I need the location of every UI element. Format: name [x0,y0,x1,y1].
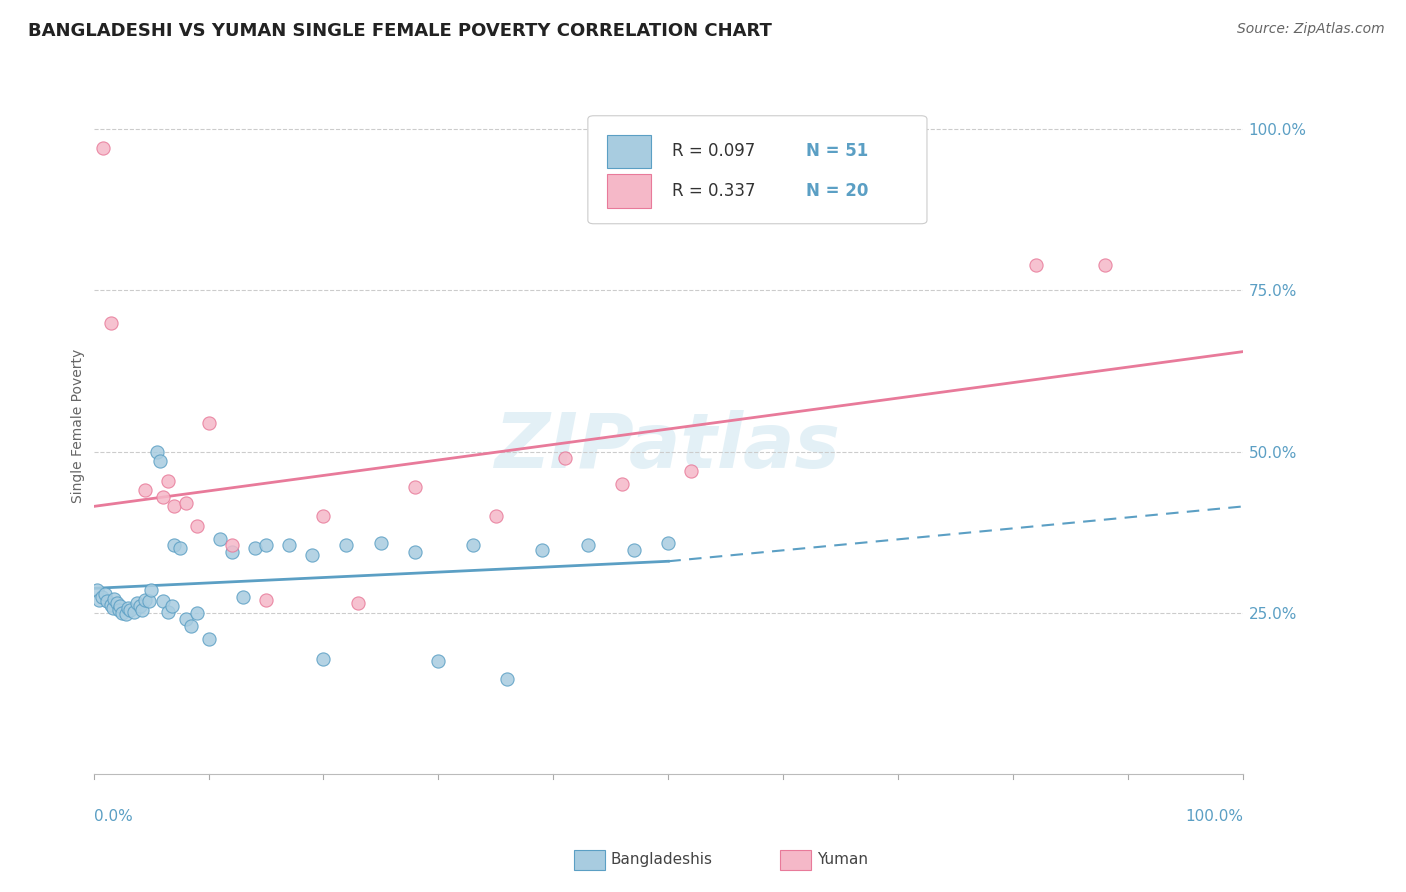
Point [86,583,108,598]
Point [180,619,202,633]
Point [134,593,156,607]
Point [208,532,231,546]
Point [131,602,153,616]
Text: Yuman: Yuman [817,853,868,867]
Point [427,654,450,668]
Point [90,590,112,604]
Point [1094,258,1116,272]
Point [149,454,172,468]
Text: N = 20: N = 20 [806,182,869,200]
Point [554,451,576,466]
Point [128,599,150,614]
Text: ZIPatlas: ZIPatlas [495,409,841,483]
Text: 0.0%: 0.0% [94,809,132,824]
Text: N = 51: N = 51 [806,143,869,161]
Point [94,586,117,600]
Point [105,596,128,610]
Point [312,652,335,666]
Point [139,583,162,598]
Point [461,538,484,552]
Point [197,416,219,430]
Point [100,598,122,612]
Point [612,476,634,491]
Text: 100.0%: 100.0% [1185,809,1243,824]
Point [347,596,370,610]
Point [111,606,134,620]
Point [138,594,160,608]
Point [114,607,136,622]
Point [174,612,197,626]
Y-axis label: Single Female Poverty: Single Female Poverty [72,349,86,503]
Point [96,594,118,608]
Text: Source: ZipAtlas.com: Source: ZipAtlas.com [1237,22,1385,37]
Point [146,444,169,458]
Point [122,605,145,619]
Point [103,591,125,606]
Point [127,596,149,610]
Point [657,536,679,550]
FancyBboxPatch shape [588,116,927,224]
Point [243,541,266,556]
Point [254,538,277,552]
Point [157,605,180,619]
Point [186,518,208,533]
Point [370,536,392,550]
Point [335,538,357,552]
Point [496,672,519,686]
Point [576,538,599,552]
Point [152,594,174,608]
Point [197,632,219,646]
Point [91,141,114,155]
Text: Bangladeshis: Bangladeshis [610,853,713,867]
Point [404,544,426,558]
Point [108,599,131,614]
Point [120,602,142,616]
Point [101,600,124,615]
Point [312,509,335,524]
Point [623,542,645,557]
Point [1025,258,1047,272]
Point [157,474,180,488]
Point [169,541,191,556]
Point [89,593,111,607]
Point [485,509,508,524]
Point [301,548,323,562]
Point [530,542,553,557]
Point [160,599,183,614]
Point [163,500,186,514]
Point [117,600,139,615]
Point [108,602,131,616]
Point [134,483,156,498]
Point [404,480,426,494]
Point [174,496,197,510]
FancyBboxPatch shape [607,174,651,208]
Text: R = 0.097: R = 0.097 [672,143,755,161]
Point [100,316,122,330]
Point [232,590,254,604]
FancyBboxPatch shape [607,135,651,168]
Point [163,538,186,552]
Point [278,538,301,552]
Text: BANGLADESHI VS YUMAN SINGLE FEMALE POVERTY CORRELATION CHART: BANGLADESHI VS YUMAN SINGLE FEMALE POVER… [28,22,772,40]
Point [221,544,243,558]
Point [681,464,703,478]
Point [152,490,174,504]
Text: R = 0.337: R = 0.337 [672,182,755,200]
Point [254,593,277,607]
Point [221,538,243,552]
Point [186,606,208,620]
